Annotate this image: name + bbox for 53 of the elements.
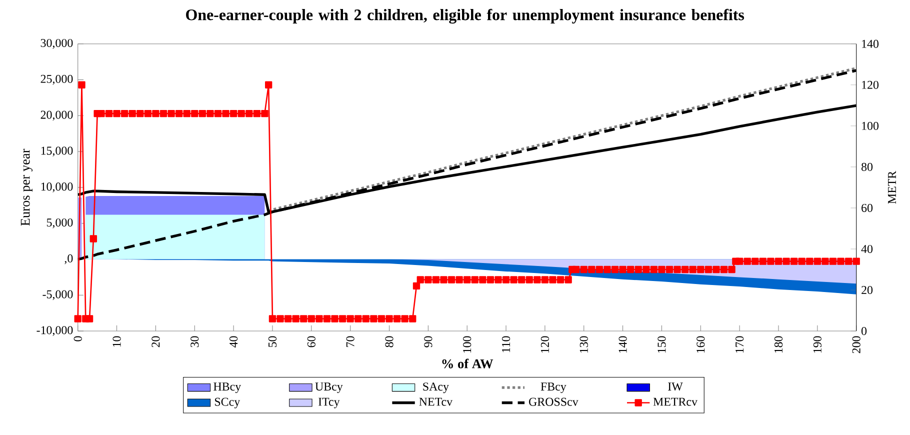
y2-tick-label: 40: [861, 244, 873, 254]
x-tick-label: 70: [346, 336, 354, 347]
legend-label: IW: [668, 382, 683, 391]
y2-tick-label: 0: [861, 327, 867, 336]
chart-title: One-earner-couple with 2 children, eligible for unemployment insurance benefits: [186, 8, 744, 24]
y2-tick-label: 140: [862, 40, 879, 48]
legend-label: UBcy: [315, 382, 343, 394]
y2-tick-label: 80: [861, 162, 873, 171]
x-tick-label: 180: [774, 336, 783, 353]
y-tick-label: 25,000: [40, 74, 73, 85]
x-axis-title: % of AW: [442, 358, 494, 368]
x-tick-label: 40: [230, 336, 238, 348]
y-tick-label: 5,000: [46, 218, 73, 228]
x-tick-label: 100: [463, 336, 472, 353]
x-tick-label: 150: [658, 336, 666, 353]
legend-label: NETcv: [419, 398, 453, 406]
legend-label: SCcy: [214, 398, 240, 408]
y-tick-label: -5,000: [42, 290, 73, 300]
y-axis-title: Euros per year: [20, 148, 33, 226]
x-tick-label: 170: [736, 336, 744, 353]
legend-label: METRcv: [653, 398, 698, 406]
legend-label: GROSScv: [529, 398, 578, 406]
x-tick-label: 190: [813, 336, 822, 353]
y2-tick-label: 100: [862, 122, 879, 130]
x-tick-label: 10: [112, 336, 121, 347]
legend-label: SAcy: [423, 382, 449, 394]
y2-axis-title: METR: [888, 170, 896, 204]
x-tick-label: 80: [385, 336, 394, 348]
y-tick-label: 10,000: [41, 182, 73, 192]
x-tick-label: 120: [540, 336, 549, 353]
legend-label: HBcy: [214, 382, 242, 394]
y-tick-label: -10,000: [36, 326, 73, 336]
legend-label: ITcy: [318, 398, 340, 408]
line-series: [267, 66, 856, 212]
x-tick-label: 130: [580, 336, 588, 353]
x-tick-label: 160: [696, 336, 705, 353]
y-tick-label: ,0: [64, 254, 73, 264]
x-tick-label: 110: [502, 336, 510, 352]
x-tick-label: 140: [618, 336, 627, 353]
x-tick-label: 200: [852, 336, 860, 354]
legend-label: FBcy: [540, 382, 566, 394]
x-tick-label: 50: [268, 336, 277, 348]
x-tick-label: 90: [424, 336, 432, 348]
y-tick-label: 15,000: [41, 146, 73, 156]
y-tick-label: 30,000: [40, 38, 73, 49]
x-tick-label: 30: [190, 336, 199, 348]
y2-tick-label: 20: [862, 286, 873, 294]
y2-tick-label: 60: [862, 204, 873, 212]
y2-tick-label: 120: [862, 80, 879, 89]
x-tick-label: 0: [74, 336, 82, 342]
x-tick-label: 60: [307, 336, 316, 348]
x-tick-label: 20: [152, 336, 160, 348]
y-tick-label: 20,000: [40, 110, 73, 121]
